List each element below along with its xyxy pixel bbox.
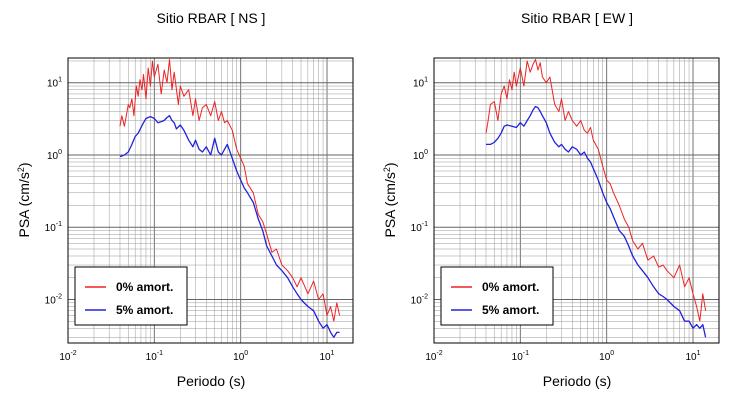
x-tick-label: 10-1 [512,350,529,363]
tick-exponent: 1 [331,350,335,357]
panel-title-ns: Sitio RBAR [ NS ] [157,10,266,26]
legend-label-5pct-ew: 5% amort. [482,303,539,317]
tick-base: 10 [411,223,423,234]
tick-base: 10 [45,295,57,306]
tick-base: 10 [47,79,59,90]
x-tick-label: 10-2 [59,350,76,363]
tick-exponent: -1 [422,221,428,228]
legend-label-0pct-ns: 0% amort. [116,280,173,294]
x-tick-label: 100 [599,350,614,363]
y-tick-label: 101 [413,77,428,90]
tick-base: 10 [411,295,423,306]
tick-exponent: -2 [70,350,76,357]
y-axis-label-end-ew: ) [382,162,398,167]
tick-base: 10 [47,151,59,162]
y-axis-label-base-ew: PSA (cm/s [382,172,398,237]
legend-label-0pct-ew: 0% amort. [482,280,539,294]
x-axis-label-ew: Periodo (s) [543,373,611,389]
tick-base: 10 [413,151,425,162]
series-line-0pct-ew [485,59,707,322]
y-tick-label: 10-2 [45,293,62,306]
tick-base: 10 [413,79,425,90]
tick-exponent: -2 [56,293,62,300]
panel-ew: Sitio RBAR [ EW ] 10-2 10-1 100 101 1011001… [382,10,720,389]
y-tick-label: 100 [413,149,428,162]
y-tick-label: 100 [47,149,62,162]
tick-exponent: 0 [610,350,614,357]
y-tick-label: 10-2 [411,293,428,306]
legend-label-5pct-ns: 5% amort. [116,303,173,317]
y-axis-label-base-ns: PSA (cm/s [16,172,32,237]
tick-exponent: 0 [58,149,62,156]
tick-exponent: -2 [422,293,428,300]
tick-exponent: 0 [424,149,428,156]
panel-title-ew: Sitio RBAR [ EW ] [521,10,633,26]
x-axis-label-ns: Periodo (s) [177,373,245,389]
tick-exponent: -1 [523,350,529,357]
x-ticks-ew: 10-2 10-1 100 101 [425,350,700,363]
y-axis-label-sup-ew: 2 [382,167,392,172]
series-line-5pct-ew [486,105,707,338]
series-layer-ew [485,59,707,338]
legend-box-ew [440,266,554,326]
x-ticks-ns: 10-2 10-1 100 101 [59,350,334,363]
series-layer-ns [119,59,341,338]
tick-exponent: 1 [424,77,428,84]
tick-exponent: -1 [56,221,62,228]
plot-frame-ns [67,57,354,344]
tick-exponent: 0 [244,350,248,357]
legend-ew: 0% amort. 5% amort. [440,266,554,326]
tick-base: 10 [59,352,71,363]
y-axis-label-sup-ns: 2 [16,167,26,172]
tick-exponent: 1 [697,350,701,357]
y-tick-label: 101 [47,77,62,90]
legend-ns: 0% amort. 5% amort. [74,266,188,326]
tick-base: 10 [319,352,331,363]
tick-base: 10 [512,352,524,363]
panel-ns: Sitio RBAR [ NS ] 10-2 10-1 100 101 1011001… [16,10,354,389]
tick-exponent: 1 [58,77,62,84]
x-tick-label: 101 [319,350,334,363]
x-tick-label: 10-1 [146,350,163,363]
x-tick-label: 100 [233,350,248,363]
y-tick-label: 10-1 [45,221,62,234]
x-tick-label: 101 [685,350,700,363]
tick-base: 10 [599,352,611,363]
legend-box-ns [74,266,188,326]
tick-base: 10 [233,352,245,363]
series-line-5pct-ns [119,115,340,338]
y-tick-label: 10-1 [411,221,428,234]
tick-base: 10 [425,352,437,363]
tick-exponent: -1 [157,350,163,357]
tick-exponent: -2 [436,350,442,357]
y-axis-label-ew: PSA (cm/s2) [382,162,398,237]
series-line-0pct-ns [119,59,341,322]
tick-base: 10 [685,352,697,363]
x-tick-label: 10-2 [425,350,442,363]
tick-base: 10 [45,223,57,234]
y-axis-label-end-ns: ) [16,162,32,167]
tick-base: 10 [146,352,158,363]
plot-frame-ew [433,57,720,344]
y-axis-label-ns: PSA (cm/s2) [16,162,32,237]
